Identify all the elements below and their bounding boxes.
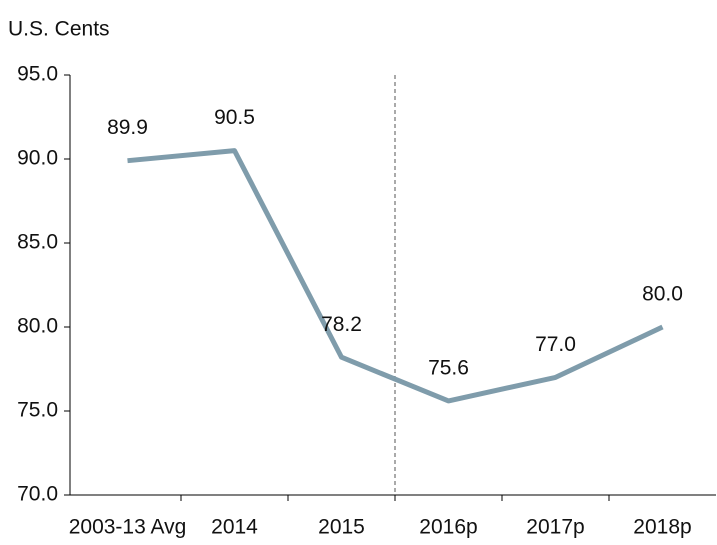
y-axis-label: U.S. Cents (8, 18, 110, 41)
x-tick-label: 2017p (526, 516, 584, 539)
x-tick-label: 2015 (318, 516, 365, 539)
data-label: 75.6 (428, 356, 469, 379)
line-series (127, 148, 664, 404)
data-label: 80.0 (642, 283, 683, 306)
y-tick-label: 70.0 (17, 483, 58, 506)
x-tick-label: 2016p (419, 516, 477, 539)
x-tick-label: 2003-13 Avg (69, 516, 187, 539)
x-tick-label: 2018p (633, 516, 691, 539)
x-tick-label: 2014 (211, 516, 258, 539)
y-tick-label: 85.0 (17, 231, 58, 254)
data-label: 78.2 (321, 313, 362, 336)
y-tick-label: 95.0 (17, 63, 58, 86)
y-tick-label: 90.0 (17, 147, 58, 170)
data-label: 90.5 (214, 106, 255, 129)
y-tick-label: 75.0 (17, 399, 58, 422)
data-label: 77.0 (535, 333, 576, 356)
y-tick-label: 80.0 (17, 315, 58, 338)
data-label: 89.9 (107, 116, 148, 139)
